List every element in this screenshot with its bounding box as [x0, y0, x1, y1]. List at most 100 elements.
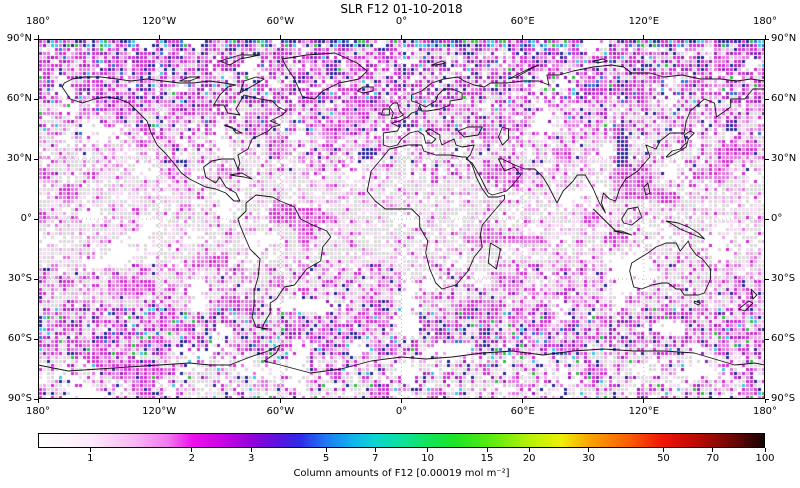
colorbar-tick-label: 70: [706, 453, 720, 464]
lon-tick-mark: [643, 35, 645, 39]
coastlines: [38, 52, 765, 374]
lon-tick-label: 180°: [752, 16, 778, 27]
lat-tick-label: 90°S: [771, 393, 796, 404]
coastline-path: [388, 102, 404, 120]
colorbar-tick-mark: [588, 448, 590, 452]
colorbar-tick-label: 15: [480, 453, 494, 464]
coastline-path: [457, 126, 483, 138]
lon-tick-mark: [401, 399, 402, 403]
coastline-path: [366, 144, 505, 290]
lat-tick-label: 30°N: [6, 153, 32, 164]
coastline-path: [219, 54, 261, 66]
coastline-path: [621, 206, 643, 226]
lon-tick-label: 180°: [25, 406, 51, 417]
colorbar-tick-mark: [89, 448, 91, 452]
lat-tick-label: 90°S: [7, 393, 32, 404]
colorbar-tick-mark: [712, 448, 714, 452]
colorbar-tick-mark: [486, 448, 488, 452]
lat-tick-mark: [34, 278, 38, 280]
lon-tick-mark: [401, 35, 402, 39]
lat-tick-label: 60°S: [7, 333, 32, 344]
colorbar-tick-mark: [250, 448, 252, 452]
coastline-path: [643, 182, 651, 196]
coastline-path: [431, 60, 447, 66]
coastline-path: [592, 208, 617, 232]
coastline-path: [61, 76, 287, 202]
lat-tick-label: 0°: [20, 213, 32, 224]
colorbar-tick-label: 3: [248, 453, 255, 464]
lon-tick-mark: [764, 399, 766, 403]
coastline-path: [179, 76, 201, 82]
lat-tick-mark: [34, 218, 38, 220]
colorbar-tick-label: 100: [755, 453, 775, 464]
lat-tick-label: 60°S: [771, 333, 796, 344]
colorbar-tick-mark: [325, 448, 327, 452]
lat-tick-label: 30°S: [771, 273, 796, 284]
colorbar-tick-label: 20: [522, 453, 536, 464]
lon-tick-label: 120°E: [628, 16, 660, 27]
coastline-path: [237, 194, 332, 330]
coastline-path: [223, 124, 243, 134]
colorbar-tick-label: 1: [87, 453, 94, 464]
lat-tick-label: 30°S: [7, 273, 32, 284]
lon-tick-label: 180°: [25, 16, 51, 27]
colorbar-tick-label: 30: [582, 453, 595, 464]
colorbar-tick-mark: [374, 448, 376, 452]
lon-tick-label: 120°W: [142, 406, 177, 417]
map-plot-area: [38, 39, 765, 399]
colorbar-gradient: [38, 433, 765, 448]
lat-tick-mark: [34, 398, 38, 400]
lat-tick-mark: [765, 278, 769, 280]
coastline-path: [382, 64, 765, 145]
data-dots-canvas: [38, 39, 765, 399]
lat-tick-mark: [765, 338, 769, 340]
lon-tick-label: 60°E: [510, 16, 535, 27]
coastline-path: [613, 230, 633, 236]
coastline-path: [281, 52, 368, 100]
lon-tick-label: 60°W: [266, 406, 295, 417]
colorbar-tick-mark: [427, 448, 429, 452]
colorbar-tick-mark: [764, 448, 766, 452]
coastline-path: [383, 88, 765, 214]
colorbar-tick-mark: [662, 448, 664, 452]
coastline-path: [487, 242, 501, 270]
lon-tick-label: 60°W: [266, 16, 295, 27]
lat-tick-mark: [34, 158, 38, 160]
lat-tick-mark: [765, 38, 769, 40]
coastline-path: [380, 108, 390, 116]
coastline-path: [497, 126, 509, 146]
lon-tick-label: 120°E: [628, 406, 660, 417]
lon-tick-label: 0°: [395, 16, 408, 27]
lat-tick-label: 90°N: [6, 33, 32, 44]
coastline-path: [693, 300, 701, 306]
coastline-path: [229, 172, 253, 180]
lon-tick-label: 120°W: [142, 16, 177, 27]
lat-tick-mark: [765, 158, 769, 160]
lon-tick-mark: [643, 399, 645, 403]
colorbar-tick-mark: [528, 448, 530, 452]
lon-tick-label: 0°: [395, 406, 408, 417]
lon-tick-mark: [279, 35, 281, 39]
colorbar-tick-label: 5: [322, 453, 330, 464]
lat-tick-label: 90°N: [771, 33, 797, 44]
coastline-path: [750, 288, 758, 300]
lat-tick-mark: [34, 38, 38, 40]
coastline-path: [239, 76, 265, 94]
lon-tick-label: 180°: [752, 406, 778, 417]
lat-tick-label: 60°N: [771, 93, 797, 104]
lon-tick-mark: [158, 35, 160, 39]
lon-tick-mark: [764, 35, 766, 39]
lat-tick-label: 60°N: [6, 93, 32, 104]
lat-tick-mark: [34, 98, 38, 100]
coastline-path: [508, 64, 540, 80]
lat-tick-mark: [765, 218, 769, 220]
colorbar-tick-label: 50: [657, 453, 670, 464]
lon-tick-mark: [37, 35, 39, 39]
lon-tick-label: 60°E: [510, 406, 535, 417]
colorbar-axis-label: Column amounts of F12 [0.00019 mol m⁻²]: [293, 468, 510, 479]
colorbar-tick-mark: [191, 448, 193, 452]
lon-tick-mark: [158, 399, 160, 403]
colorbar-tick-label: 2: [188, 453, 195, 464]
coastline-path: [356, 86, 374, 94]
